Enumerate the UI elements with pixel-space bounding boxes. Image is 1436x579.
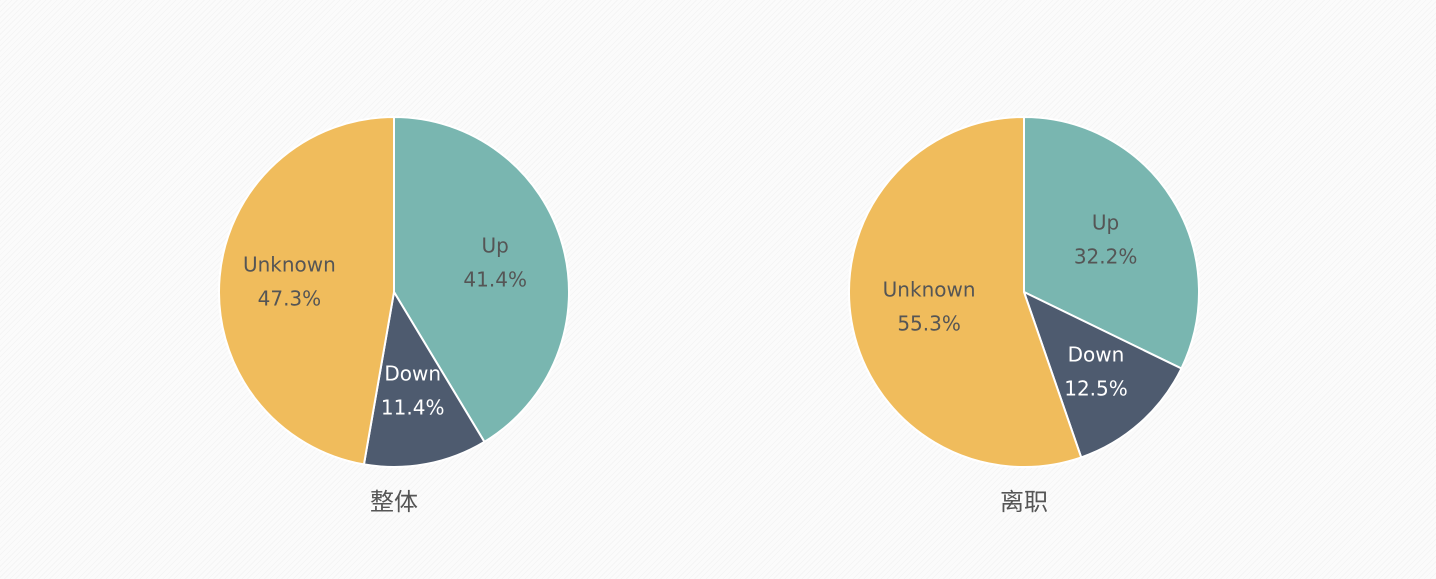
slice-value-overall-down: 11.4% [381, 395, 445, 419]
pie-slice-resigned-up [1023, 115, 1200, 370]
slice-label-overall-up: Up [482, 233, 509, 257]
slice-label-overall-unknown: Unknown [243, 252, 336, 276]
slice-label-resigned-unknown: Unknown [883, 278, 976, 302]
slice-label-resigned-down: Down [1068, 343, 1125, 367]
pie-title-resigned: 离职 [1000, 488, 1048, 516]
pie-slice-resigned-down [1022, 290, 1183, 459]
pie-slice-overall-up [393, 115, 570, 444]
pie-slice-overall-unknown [218, 115, 395, 466]
slice-label-resigned-up: Up [1092, 210, 1119, 234]
slice-label-overall-down: Down [384, 361, 441, 385]
pie-slice-resigned-unknown [848, 115, 1083, 468]
pie-slice-overall-down [362, 289, 486, 468]
slice-value-overall-unknown: 47.3% [258, 286, 322, 310]
slice-value-resigned-unknown: 55.3% [897, 312, 961, 336]
pie-chart-overall: Up 41.4% Down 11.4% Unknown 47.3% [218, 115, 570, 468]
slice-value-resigned-down: 12.5% [1064, 377, 1128, 401]
pie-chart-resigned: Up 32.2% Down 12.5% Unknown 55.3% [848, 115, 1200, 468]
pie-title-overall: 整体 [370, 488, 418, 516]
slice-value-resigned-up: 32.2% [1074, 244, 1138, 268]
slice-value-overall-up: 41.4% [463, 267, 527, 291]
